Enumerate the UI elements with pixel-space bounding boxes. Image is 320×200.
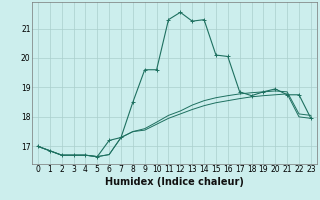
X-axis label: Humidex (Indice chaleur): Humidex (Indice chaleur) — [105, 177, 244, 187]
